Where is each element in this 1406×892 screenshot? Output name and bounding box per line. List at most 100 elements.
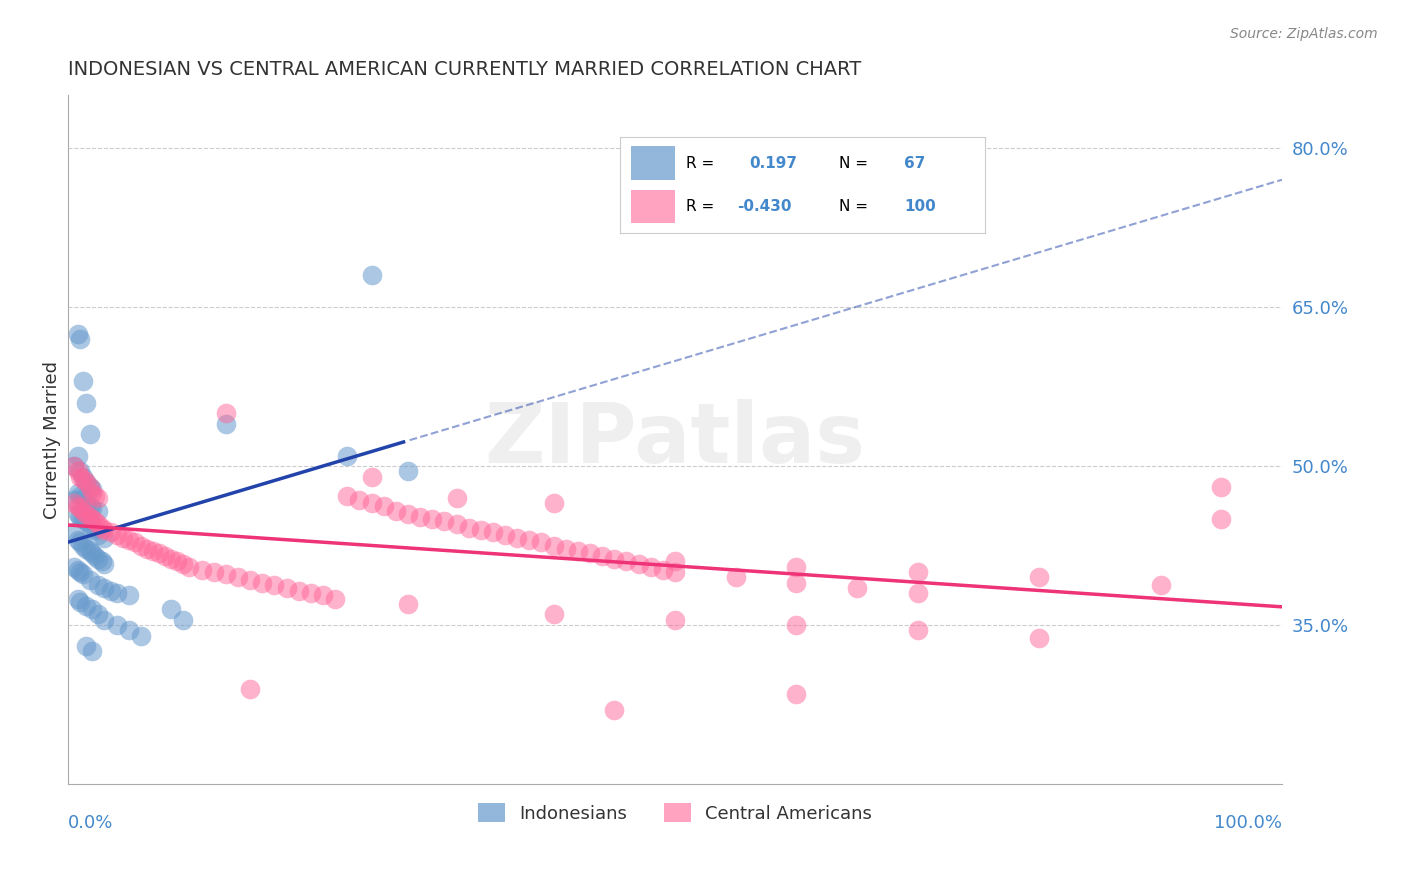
Point [846, 581, 869, 595]
Point [105, 618, 128, 632]
Point [252, 575, 274, 590]
Point [907, 586, 929, 600]
Point [517, 533, 540, 548]
Point [172, 613, 194, 627]
Point [785, 559, 807, 574]
Point [664, 613, 686, 627]
Point [69, 332, 91, 346]
Point [349, 493, 371, 508]
Point [72, 491, 94, 505]
Point [396, 597, 419, 611]
Point [226, 570, 249, 584]
Point [63, 524, 86, 539]
Point [69, 469, 91, 483]
Point [75, 395, 97, 409]
Point [79, 510, 101, 524]
Point [627, 557, 650, 571]
Legend: Indonesians, Central Americans: Indonesians, Central Americans [471, 796, 879, 830]
Point [82, 483, 104, 497]
Point [190, 563, 212, 577]
Point [202, 565, 225, 579]
Point [75, 507, 97, 521]
Text: 100.0%: 100.0% [1213, 814, 1282, 832]
Point [75, 599, 97, 613]
Point [69, 464, 91, 478]
Point [506, 531, 529, 545]
Point [360, 496, 382, 510]
Point [664, 554, 686, 568]
Point [105, 586, 128, 600]
Point [93, 613, 115, 627]
Point [69, 535, 91, 549]
Point [63, 559, 86, 574]
Point [1211, 480, 1233, 494]
Point [373, 500, 395, 514]
Point [591, 549, 613, 563]
Point [142, 544, 165, 558]
Point [215, 406, 238, 420]
Point [287, 584, 309, 599]
Point [75, 541, 97, 556]
Point [93, 531, 115, 545]
Point [75, 639, 97, 653]
Point [82, 602, 104, 616]
Point [79, 574, 101, 588]
Point [72, 503, 94, 517]
Point [82, 644, 104, 658]
Point [63, 493, 86, 508]
Point [172, 557, 194, 571]
Point [93, 557, 115, 571]
Point [420, 512, 443, 526]
Text: ZIPatlas: ZIPatlas [485, 399, 866, 480]
Point [87, 552, 110, 566]
Point [63, 459, 86, 474]
Point [79, 500, 101, 514]
Point [83, 549, 105, 563]
Point [63, 459, 86, 474]
Point [66, 449, 89, 463]
Point [72, 512, 94, 526]
Y-axis label: Currently Married: Currently Married [44, 360, 60, 518]
Point [166, 554, 188, 568]
Point [470, 523, 492, 537]
Point [603, 552, 626, 566]
Point [93, 523, 115, 537]
Point [360, 469, 382, 483]
Point [91, 554, 114, 568]
Point [360, 268, 382, 283]
Point [118, 588, 141, 602]
Point [651, 563, 673, 577]
Point [336, 489, 359, 503]
Point [82, 520, 104, 534]
Point [79, 427, 101, 442]
Point [1149, 578, 1171, 592]
Point [530, 535, 553, 549]
Point [72, 472, 94, 486]
Point [83, 523, 105, 537]
Point [79, 480, 101, 494]
Point [69, 489, 91, 503]
Point [72, 469, 94, 483]
Point [66, 500, 89, 514]
Text: Source: ZipAtlas.com: Source: ZipAtlas.com [1230, 27, 1378, 41]
Point [124, 535, 146, 549]
Point [87, 503, 110, 517]
Point [907, 624, 929, 638]
Point [323, 591, 346, 606]
Point [72, 375, 94, 389]
Point [79, 517, 101, 532]
Point [457, 520, 479, 534]
Point [66, 533, 89, 548]
Point [75, 475, 97, 489]
Point [785, 618, 807, 632]
Point [179, 559, 201, 574]
Point [100, 584, 122, 599]
Point [543, 539, 565, 553]
Point [579, 546, 602, 560]
Point [263, 578, 285, 592]
Point [75, 514, 97, 528]
Point [785, 575, 807, 590]
Point [69, 501, 91, 516]
Point [907, 565, 929, 579]
Point [91, 520, 114, 534]
